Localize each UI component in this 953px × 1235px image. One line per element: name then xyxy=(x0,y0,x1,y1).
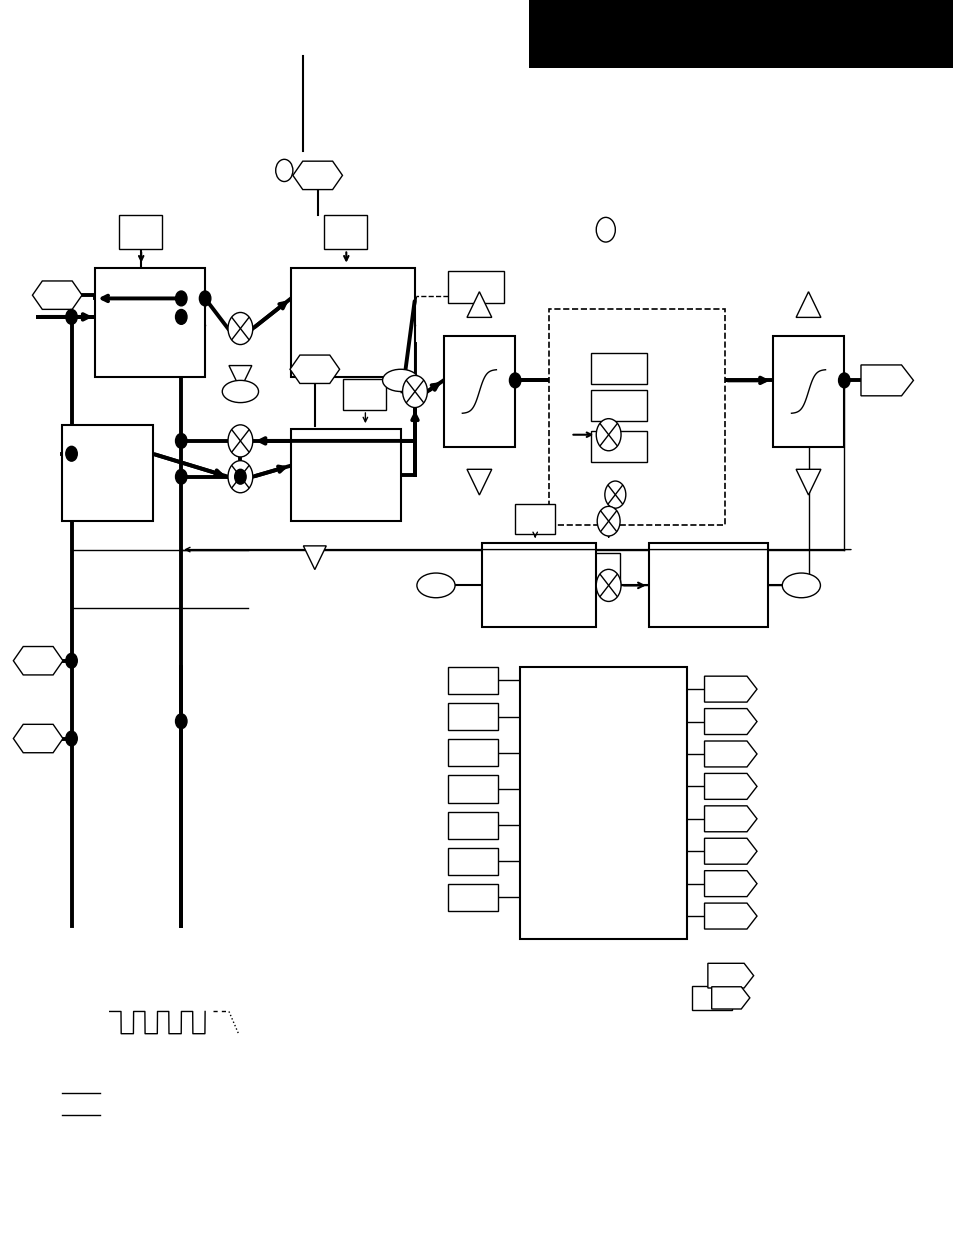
Polygon shape xyxy=(13,647,63,674)
Bar xyxy=(448,776,497,803)
Polygon shape xyxy=(861,366,913,395)
Bar xyxy=(448,740,497,767)
Bar xyxy=(529,0,953,68)
Bar xyxy=(291,429,400,521)
Bar xyxy=(95,268,205,377)
Bar xyxy=(291,268,415,377)
Bar xyxy=(772,336,843,447)
Polygon shape xyxy=(703,773,757,799)
Bar xyxy=(448,884,497,911)
Ellipse shape xyxy=(416,573,455,598)
Bar xyxy=(448,270,503,303)
Bar xyxy=(591,390,646,421)
Polygon shape xyxy=(290,356,339,383)
Polygon shape xyxy=(229,366,252,389)
Polygon shape xyxy=(703,741,757,767)
Bar xyxy=(343,379,386,410)
Bar xyxy=(515,504,555,534)
Bar xyxy=(443,336,515,447)
Polygon shape xyxy=(32,282,82,310)
Polygon shape xyxy=(703,903,757,929)
Bar xyxy=(62,425,152,521)
Bar xyxy=(119,215,162,249)
Bar xyxy=(567,553,619,584)
Bar xyxy=(548,309,724,525)
Polygon shape xyxy=(703,871,757,897)
Circle shape xyxy=(175,310,187,325)
Polygon shape xyxy=(795,291,820,317)
Polygon shape xyxy=(13,724,63,752)
Bar xyxy=(448,703,497,730)
Ellipse shape xyxy=(781,573,820,598)
Polygon shape xyxy=(707,963,753,988)
Polygon shape xyxy=(703,677,757,701)
Polygon shape xyxy=(467,291,492,317)
Polygon shape xyxy=(795,469,820,495)
Circle shape xyxy=(175,433,187,448)
Circle shape xyxy=(66,731,77,746)
Circle shape xyxy=(175,469,187,484)
Circle shape xyxy=(228,461,253,493)
Circle shape xyxy=(66,446,77,461)
Circle shape xyxy=(228,425,253,457)
Polygon shape xyxy=(703,709,757,735)
Bar xyxy=(691,986,731,1010)
Circle shape xyxy=(596,569,620,601)
Ellipse shape xyxy=(382,369,418,391)
Circle shape xyxy=(199,291,211,306)
Circle shape xyxy=(402,375,427,408)
Ellipse shape xyxy=(222,380,258,403)
Circle shape xyxy=(604,482,625,509)
Circle shape xyxy=(234,469,246,484)
Circle shape xyxy=(597,506,619,536)
Bar xyxy=(591,431,646,462)
Bar xyxy=(591,353,646,384)
Polygon shape xyxy=(703,806,757,832)
Polygon shape xyxy=(467,469,492,495)
Bar xyxy=(519,667,686,939)
Bar xyxy=(648,543,767,627)
Bar xyxy=(481,543,596,627)
Polygon shape xyxy=(303,546,326,569)
Bar xyxy=(448,847,497,874)
Circle shape xyxy=(66,653,77,668)
Circle shape xyxy=(175,291,187,306)
Circle shape xyxy=(66,310,77,325)
Bar xyxy=(448,811,497,839)
Circle shape xyxy=(175,714,187,729)
Bar xyxy=(448,667,497,694)
Circle shape xyxy=(228,312,253,345)
Polygon shape xyxy=(711,987,749,1009)
Polygon shape xyxy=(703,839,757,864)
Circle shape xyxy=(596,419,620,451)
Circle shape xyxy=(509,373,520,388)
Circle shape xyxy=(838,373,849,388)
Polygon shape xyxy=(293,162,342,190)
Bar xyxy=(324,215,367,249)
